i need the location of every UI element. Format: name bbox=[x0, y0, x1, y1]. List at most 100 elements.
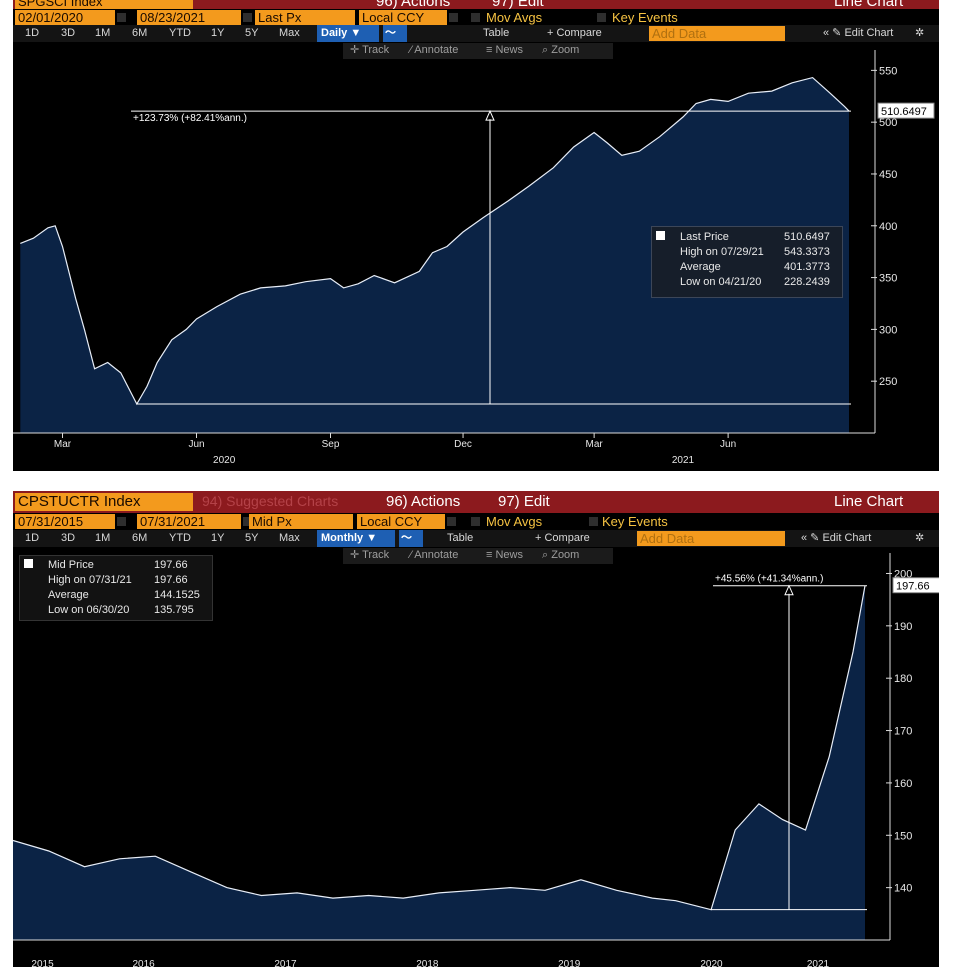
period-1y[interactable]: 1Y bbox=[211, 27, 225, 39]
zoom-tool[interactable]: ⌕ Zoom bbox=[542, 549, 580, 561]
period-max[interactable]: Max bbox=[279, 27, 300, 39]
add-data-input[interactable]: Add Data bbox=[649, 26, 785, 41]
line-style-icon[interactable]: 〜 bbox=[383, 25, 407, 42]
news-tool[interactable]: ≡ News bbox=[486, 549, 523, 561]
x-year-label: 2020 bbox=[700, 959, 723, 967]
checkbox-icon[interactable] bbox=[589, 517, 598, 526]
edit-menu[interactable]: 97) Edit bbox=[498, 494, 550, 510]
track-tool[interactable]: ✛ Track bbox=[350, 549, 390, 561]
period-6m[interactable]: 6M bbox=[132, 27, 148, 39]
frequency-selector[interactable]: Daily ▼ bbox=[317, 25, 379, 42]
period-1d[interactable]: 1D bbox=[25, 27, 40, 39]
legend-high-label: High on 07/31/21 bbox=[48, 574, 132, 586]
ticker-field[interactable]: SPGSCI Index bbox=[15, 0, 193, 9]
chart-tools: ✛ Track ⁄ Annotate ≡ News ⌕ Zoom bbox=[343, 548, 613, 564]
period-6m[interactable]: 6M bbox=[132, 532, 148, 544]
legend-low-value: 228.2439 bbox=[784, 276, 830, 288]
end-date-field[interactable]: 08/23/2021 bbox=[137, 10, 241, 25]
settings-gear-icon[interactable]: ✲ bbox=[915, 27, 925, 39]
table-button[interactable]: Table bbox=[447, 532, 474, 544]
legend-high-label: High on 07/29/21 bbox=[680, 246, 764, 258]
currency-selector[interactable]: Local CCY bbox=[357, 514, 445, 529]
period-1d[interactable]: 1D bbox=[25, 532, 40, 544]
edit-chart-button[interactable]: « ✎ Edit Chart bbox=[801, 532, 872, 544]
calendar-icon[interactable] bbox=[117, 13, 126, 22]
x-tick-label: Mar bbox=[54, 439, 72, 450]
ticker-field[interactable]: CPSTUCTR Index bbox=[15, 493, 193, 511]
period-1m[interactable]: 1M bbox=[95, 27, 111, 39]
start-date-field[interactable]: 02/01/2020 bbox=[15, 10, 115, 25]
period-toolbar: 1D 3D 1M 6M YTD 1Y 5Y Max Daily ▼ 〜 Tabl… bbox=[13, 25, 939, 42]
x-tick-label: Mar bbox=[586, 439, 604, 450]
zoom-tool[interactable]: ⌕ Zoom bbox=[542, 44, 580, 56]
period-ytd[interactable]: YTD bbox=[169, 532, 191, 544]
y-tick-label: 190 bbox=[894, 621, 912, 633]
period-3d[interactable]: 3D bbox=[61, 27, 76, 39]
field-selector[interactable]: Last Px bbox=[255, 10, 355, 25]
y-tick-label: 140 bbox=[894, 883, 912, 895]
checkbox-icon[interactable] bbox=[471, 13, 480, 22]
checkbox-icon[interactable] bbox=[471, 517, 480, 526]
spgsci-chart-svg[interactable]: 250 300 350 400 450 500 550 Mar Jun Sep Dec Mar Jun 2… bbox=[13, 0, 939, 471]
key-events-toggle[interactable]: Key Events bbox=[602, 514, 668, 529]
settings-gear-icon[interactable]: ✲ bbox=[915, 532, 925, 544]
dropdown-icon[interactable] bbox=[449, 13, 458, 22]
legend-average-value: 401.3773 bbox=[784, 261, 830, 273]
chart-legend[interactable]: Last Price 510.6497 High on 07/29/21 543… bbox=[651, 226, 843, 298]
table-button[interactable]: Table bbox=[483, 27, 510, 39]
chart-tools: ✛ Track ⁄ Annotate ≡ News ⌕ Zoom bbox=[343, 43, 613, 59]
edit-chart-label: Edit Chart bbox=[844, 27, 894, 39]
start-date-field[interactable]: 07/31/2015 bbox=[15, 514, 115, 529]
chart-legend[interactable]: Mid Price 197.66 High on 07/31/21 197.66… bbox=[19, 555, 213, 621]
track-tool[interactable]: ✛ Track bbox=[350, 44, 390, 56]
add-data-input[interactable]: Add Data bbox=[637, 531, 785, 546]
y-tick-label: 400 bbox=[879, 221, 897, 233]
x-year-label: 2015 bbox=[31, 959, 54, 967]
last-value-box bbox=[877, 102, 935, 119]
y-tick-label: 300 bbox=[879, 324, 897, 336]
x-year-label: 2017 bbox=[274, 959, 297, 967]
title-bar bbox=[13, 491, 939, 513]
mov-avgs-toggle[interactable]: Mov Avgs bbox=[486, 10, 543, 25]
period-5y[interactable]: 5Y bbox=[245, 27, 259, 39]
legend-swatch-icon bbox=[24, 558, 33, 572]
dropdown-icon[interactable] bbox=[447, 517, 456, 526]
calendar-icon[interactable] bbox=[243, 13, 252, 22]
track-label: Track bbox=[362, 549, 390, 561]
calendar-icon[interactable] bbox=[243, 517, 252, 526]
mov-avgs-toggle[interactable]: Mov Avgs bbox=[486, 514, 543, 529]
legend-mid-price-value: 197.66 bbox=[154, 559, 188, 571]
checkbox-icon[interactable] bbox=[597, 13, 606, 22]
period-1y[interactable]: 1Y bbox=[211, 532, 225, 544]
period-5y[interactable]: 5Y bbox=[245, 532, 259, 544]
compare-button[interactable]: + Compare bbox=[547, 27, 602, 39]
annotate-label: Annotate bbox=[414, 549, 459, 561]
edit-chart-button[interactable]: « ✎ Edit Chart bbox=[823, 27, 894, 39]
edit-menu[interactable]: 97) Edit bbox=[492, 0, 544, 9]
y-tick-label: 550 bbox=[879, 65, 897, 77]
change-arrow-head bbox=[784, 584, 794, 596]
actions-menu[interactable]: 96) Actions bbox=[386, 494, 461, 510]
price-line bbox=[13, 585, 866, 911]
calendar-icon[interactable] bbox=[117, 517, 126, 526]
key-events-toggle[interactable]: Key Events bbox=[612, 10, 678, 25]
period-1m[interactable]: 1M bbox=[95, 532, 111, 544]
line-style-icon[interactable]: 〜 bbox=[399, 530, 423, 547]
end-date-field[interactable]: 07/31/2021 bbox=[137, 514, 241, 529]
compare-button[interactable]: + Compare bbox=[535, 532, 590, 544]
frequency-selector[interactable]: Monthly ▼ bbox=[317, 530, 395, 547]
actions-menu[interactable]: 96) Actions bbox=[376, 0, 451, 9]
annotate-tool[interactable]: ⁄ Annotate bbox=[410, 44, 459, 56]
x-year-label: 2019 bbox=[558, 959, 581, 967]
field-selector[interactable]: Mid Px bbox=[249, 514, 353, 529]
news-tool[interactable]: ≡ News bbox=[486, 44, 523, 56]
annotate-tool[interactable]: ⁄ Annotate bbox=[410, 549, 459, 561]
last-value-label: 197.66 bbox=[896, 581, 930, 593]
period-max[interactable]: Max bbox=[279, 532, 300, 544]
currency-selector[interactable]: Local CCY bbox=[359, 10, 447, 25]
suggested-charts-menu[interactable]: 94) Suggested Charts bbox=[202, 494, 339, 509]
chart-type-label: Line Chart bbox=[834, 0, 904, 9]
period-ytd[interactable]: YTD bbox=[169, 27, 191, 39]
period-3d[interactable]: 3D bbox=[61, 532, 76, 544]
